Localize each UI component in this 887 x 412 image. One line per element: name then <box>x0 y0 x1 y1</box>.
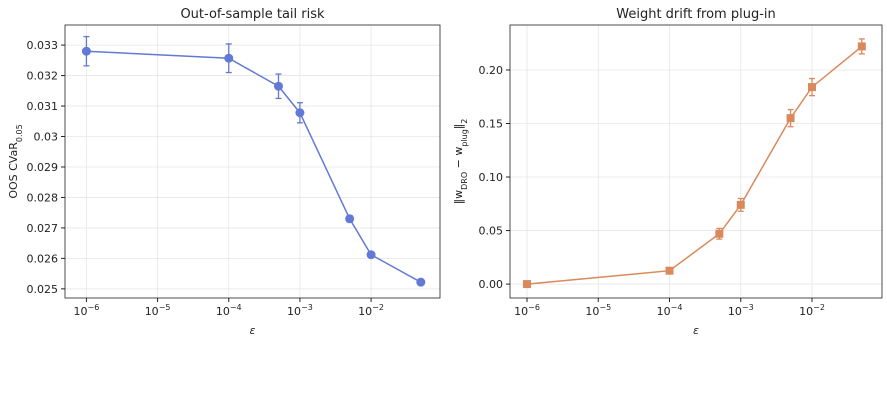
tick-base: 10 <box>728 305 742 318</box>
y-tick-label: 0.20 <box>479 64 504 77</box>
x-tick-label: 10−2 <box>799 303 825 318</box>
x-tick-label: 10−2 <box>358 303 384 318</box>
tick-exponent: −3 <box>301 303 313 312</box>
label-subscript: DRO <box>460 172 469 190</box>
tick-base: 10 <box>799 305 813 318</box>
y-tick-label: 0.031 <box>27 100 59 113</box>
marker <box>273 81 283 91</box>
x-tick-label: 10−5 <box>585 303 611 318</box>
chart-title: Out-of-sample tail risk <box>180 7 325 22</box>
tick-exponent: −5 <box>159 303 171 312</box>
tick-base: 10 <box>514 305 528 318</box>
marker <box>416 277 426 287</box>
label-subscript: 2 <box>460 119 469 124</box>
tick-exponent: −3 <box>742 303 754 312</box>
y-tick-label: 0.15 <box>479 117 504 130</box>
marker <box>857 42 866 51</box>
marker <box>81 46 91 56</box>
x-tick-label: 10−4 <box>216 303 242 318</box>
tick-base: 10 <box>287 305 301 318</box>
tick-exponent: −4 <box>230 303 242 312</box>
x-tick-label: 10−3 <box>728 303 754 318</box>
marker <box>224 53 234 63</box>
tick-base: 10 <box>585 305 599 318</box>
x-tick-label: 10−4 <box>657 303 683 318</box>
tick-exponent: −5 <box>599 303 611 312</box>
tick-base: 10 <box>358 305 372 318</box>
x-axis-label: ε <box>693 324 699 337</box>
plot-frame <box>509 24 883 299</box>
y-tick-label: 0.027 <box>27 222 59 235</box>
label-subscript: plug <box>460 129 469 146</box>
x-tick-label: 10−5 <box>145 303 171 318</box>
label-subscript: 0.05 <box>15 124 24 142</box>
x-tick-label: 10−6 <box>514 303 540 318</box>
y-tick-label: 0.00 <box>479 278 504 291</box>
y-tick-label: 0.028 <box>27 191 59 204</box>
tick-base: 10 <box>74 305 88 318</box>
y-tick-label: 0.033 <box>27 39 59 52</box>
marker <box>295 108 305 118</box>
y-axis-label: ‖wDRO − wplug‖2 <box>452 119 469 205</box>
marker <box>523 280 532 289</box>
y-tick-label: 0.026 <box>27 252 59 265</box>
tick-exponent: −4 <box>671 303 683 312</box>
y-axis-label: OOS CVaR0.05 <box>7 124 24 198</box>
tick-exponent: −6 <box>88 303 100 312</box>
plot-frame <box>64 24 441 299</box>
y-tick-label: 0.029 <box>27 161 59 174</box>
marker <box>665 266 674 275</box>
tick-base: 10 <box>145 305 159 318</box>
tick-base: 10 <box>216 305 230 318</box>
marker <box>345 214 355 224</box>
y-tick-label: 0.032 <box>27 70 59 83</box>
tick-base: 10 <box>657 305 671 318</box>
tick-exponent: −2 <box>813 303 825 312</box>
label-text: − w <box>452 147 465 172</box>
marker <box>715 229 724 238</box>
x-tick-label: 10−6 <box>74 303 100 318</box>
label-text: ‖ <box>452 124 465 130</box>
y-tick-label: 0.10 <box>479 171 504 184</box>
label-text: ‖w <box>452 190 465 205</box>
tick-exponent: −2 <box>372 303 384 312</box>
marker <box>736 200 745 209</box>
marker <box>808 83 817 92</box>
chart-title: Weight drift from plug-in <box>616 7 776 22</box>
x-tick-label: 10−3 <box>287 303 313 318</box>
y-tick-label: 0.03 <box>34 131 59 144</box>
marker <box>366 250 376 260</box>
label-text: OOS CVaR <box>7 142 20 199</box>
tick-exponent: −6 <box>528 303 540 312</box>
y-tick-label: 0.025 <box>27 283 59 296</box>
y-tick-label: 0.05 <box>479 225 504 238</box>
marker <box>786 114 795 123</box>
x-axis-label: ε <box>250 324 256 337</box>
